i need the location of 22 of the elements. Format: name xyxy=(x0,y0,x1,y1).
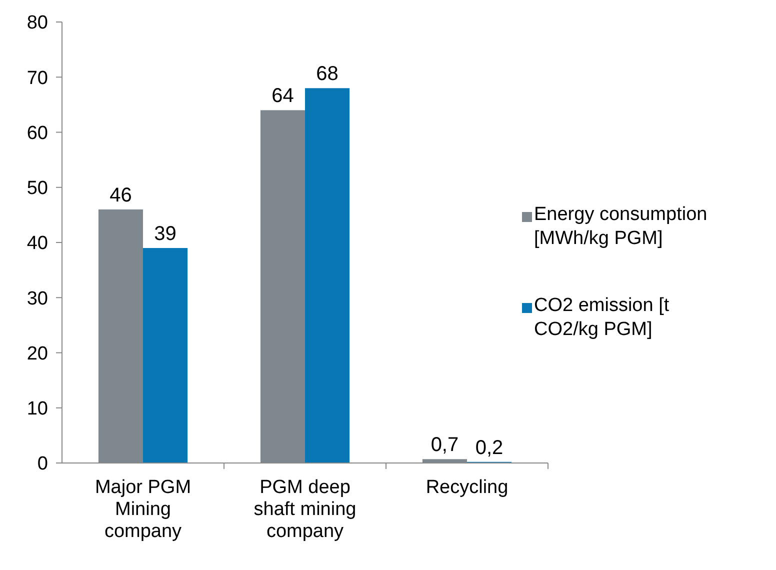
y-tick-label: 80 xyxy=(26,12,48,34)
bar xyxy=(305,88,350,463)
y-tick-label: 40 xyxy=(26,233,48,254)
data-label: 0,2 xyxy=(475,436,504,459)
data-label: 46 xyxy=(110,184,132,206)
x-tick-label: Major PGM Mining company xyxy=(94,477,192,542)
y-tick-label: 60 xyxy=(26,122,48,144)
y-tick-label: 10 xyxy=(26,398,48,420)
legend-label: CO2 emission [t CO2/kg PGM] xyxy=(534,295,670,340)
y-tick-label: 50 xyxy=(26,178,48,200)
bar xyxy=(143,248,188,463)
y-tick-label: 20 xyxy=(26,343,48,364)
y-tick-label: 70 xyxy=(26,68,48,89)
y-tick-label: 0 xyxy=(37,454,48,475)
data-label: 39 xyxy=(154,223,176,246)
y-tick-label: 30 xyxy=(26,288,48,310)
legend-label: Energy consumption [MWh/kg PGM] xyxy=(534,204,708,249)
data-label: 64 xyxy=(272,85,294,108)
x-tick-label: Recycling xyxy=(426,477,508,498)
data-label: 0,7 xyxy=(430,434,459,456)
data-label: 68 xyxy=(316,63,338,86)
x-tick-label: PGM deep shaft mining company xyxy=(254,477,356,542)
